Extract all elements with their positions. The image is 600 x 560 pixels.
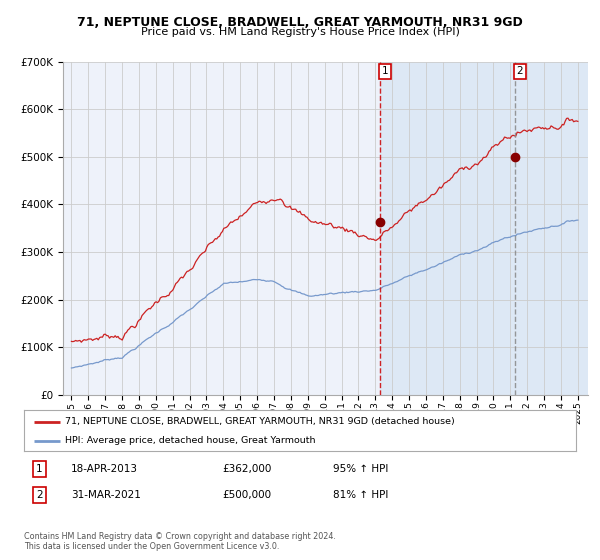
Text: 81% ↑ HPI: 81% ↑ HPI [333, 490, 388, 500]
Text: 71, NEPTUNE CLOSE, BRADWELL, GREAT YARMOUTH, NR31 9GD (detached house): 71, NEPTUNE CLOSE, BRADWELL, GREAT YARMO… [65, 417, 455, 426]
Text: Contains HM Land Registry data © Crown copyright and database right 2024.
This d: Contains HM Land Registry data © Crown c… [24, 532, 336, 552]
Text: £362,000: £362,000 [223, 464, 272, 474]
Text: 1: 1 [36, 464, 43, 474]
Text: 18-APR-2013: 18-APR-2013 [71, 464, 138, 474]
Text: £500,000: £500,000 [223, 490, 272, 500]
Text: 2: 2 [36, 490, 43, 500]
Text: 31-MAR-2021: 31-MAR-2021 [71, 490, 141, 500]
Text: 95% ↑ HPI: 95% ↑ HPI [333, 464, 388, 474]
Text: HPI: Average price, detached house, Great Yarmouth: HPI: Average price, detached house, Grea… [65, 436, 316, 445]
Text: 71, NEPTUNE CLOSE, BRADWELL, GREAT YARMOUTH, NR31 9GD: 71, NEPTUNE CLOSE, BRADWELL, GREAT YARMO… [77, 16, 523, 29]
Text: Price paid vs. HM Land Registry's House Price Index (HPI): Price paid vs. HM Land Registry's House … [140, 27, 460, 37]
Text: 1: 1 [382, 66, 389, 76]
Text: 2: 2 [517, 66, 523, 76]
Bar [380, 62, 588, 395]
